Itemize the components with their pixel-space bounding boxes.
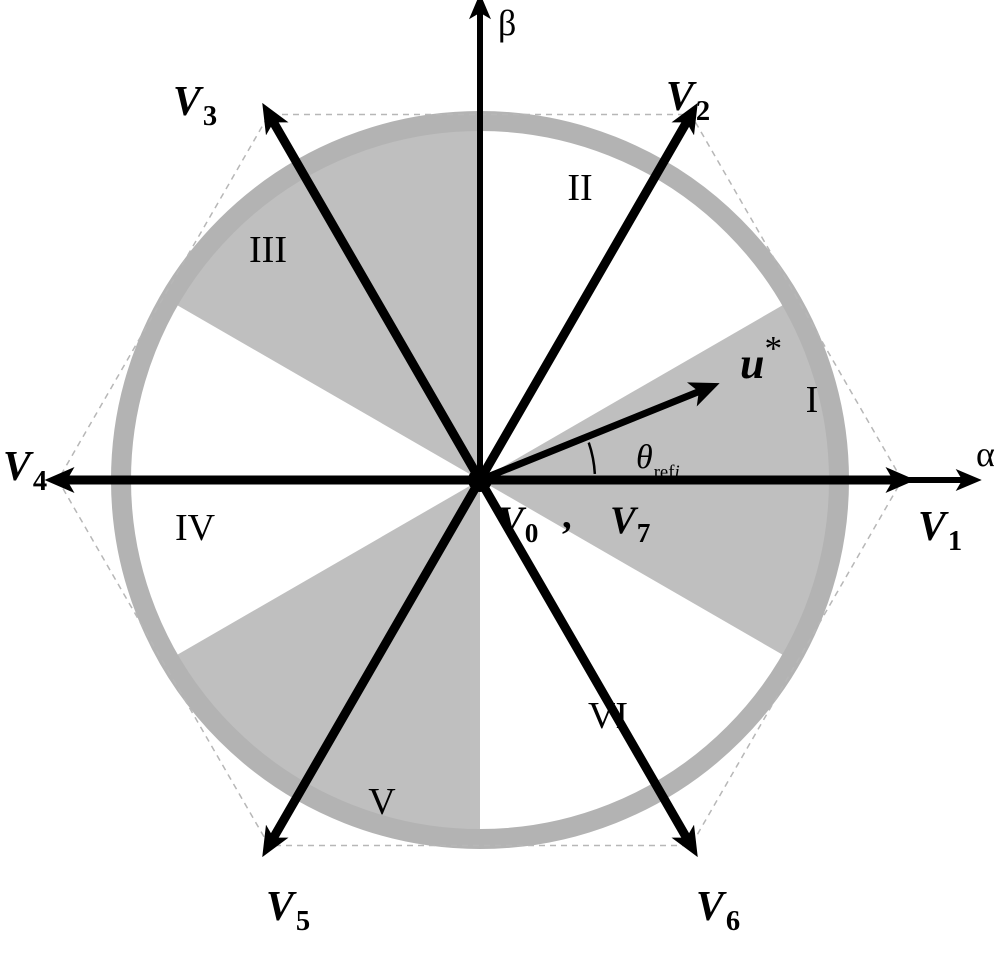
label-comma: , (562, 495, 572, 537)
sector-label-VI: VI (588, 695, 628, 737)
label-V6: V6 (696, 884, 740, 937)
sector-III-fill (164, 115, 480, 480)
beta-axis-label: β (498, 3, 516, 43)
label-V2: V2 (666, 74, 710, 127)
label-V4: V4 (3, 444, 47, 497)
label-V5: V5 (266, 884, 310, 937)
sector-label-II: II (567, 167, 592, 209)
sector-label-I: I (806, 379, 819, 421)
sector-label-III: III (249, 229, 287, 271)
sector-label-IV: IV (175, 507, 216, 549)
alpha-axis-label: α (976, 434, 995, 474)
origin-dot (468, 468, 492, 492)
sector-label-V: V (368, 781, 396, 823)
label-V3: V3 (173, 79, 217, 132)
svpwm-vector-diagram: αβV1V2V3V4V5V6V0,V7u*θrefiIIIIIIIVVVI (0, 0, 1000, 954)
label-V1: V1 (918, 504, 962, 557)
